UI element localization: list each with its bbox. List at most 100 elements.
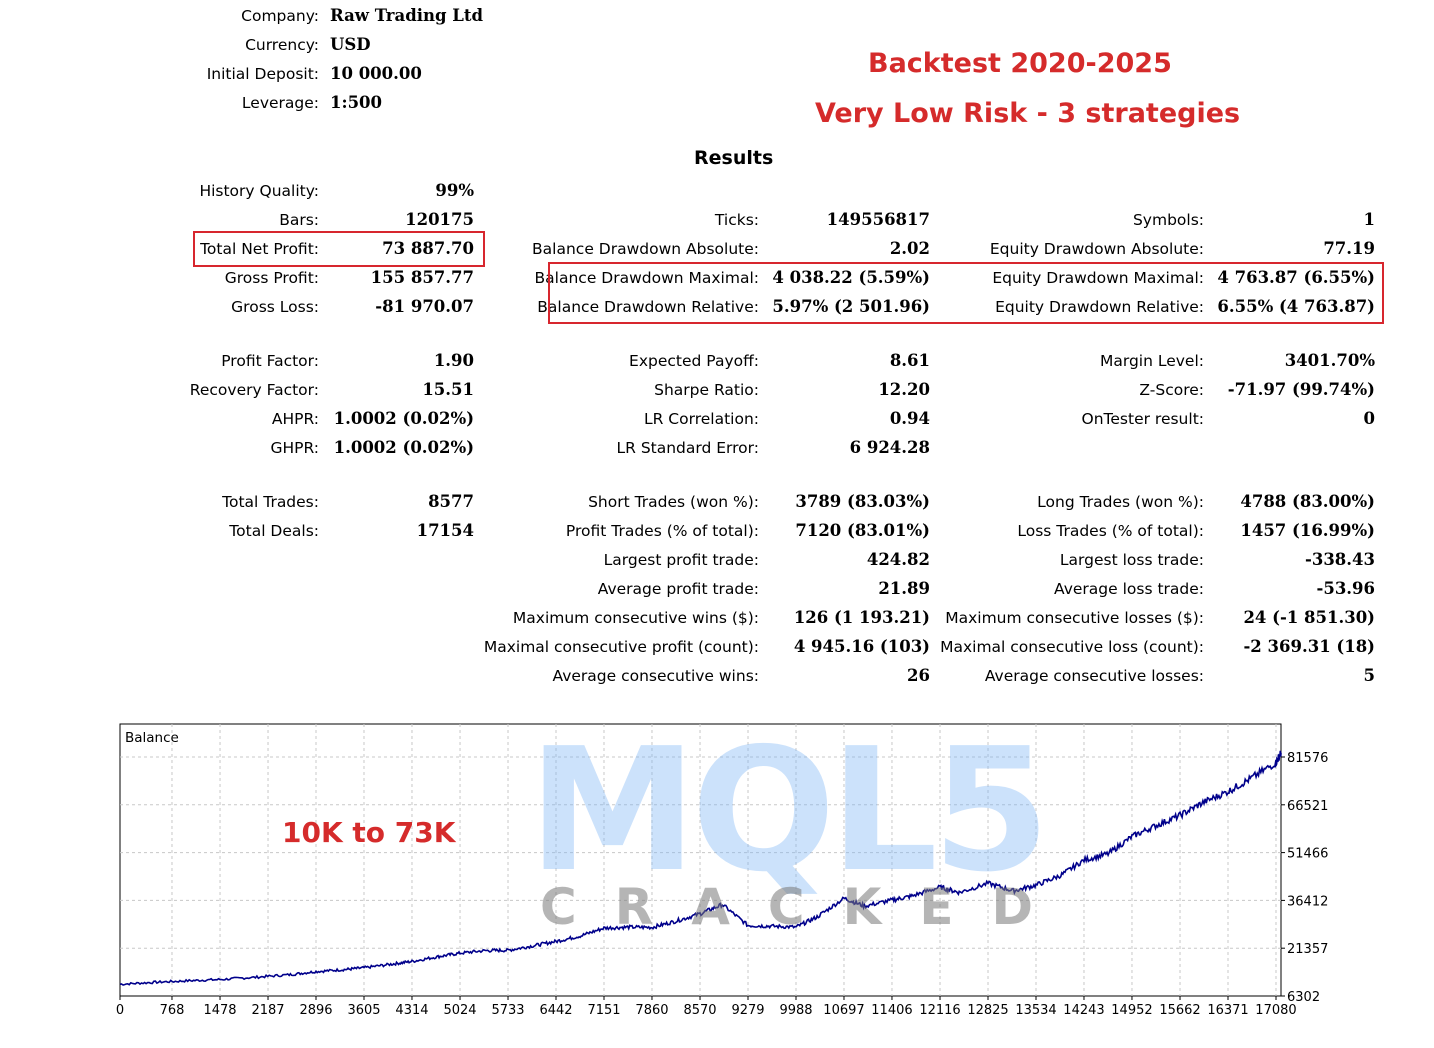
x-tick-label: 16371 [1207,1003,1248,1018]
x-tick-label: 15662 [1159,1003,1200,1018]
x-tick-label: 17080 [1255,1003,1296,1018]
stat-label-largest-loss-trade: Largest loss trade: [1059,551,1204,569]
stat-label-gross-loss: Gross Loss: [231,298,319,316]
stat-label-maximum-consecutive-wins: Maximum consecutive wins ($): [512,609,759,627]
stat-value-balance-drawdown-relative: 5.97% (2 501.96) [772,297,930,316]
x-tick-label: 2896 [299,1003,332,1018]
stat-value-long-trades-won: 4788 (83.00%) [1240,492,1375,511]
stat-label-lr-standard-error: LR Standard Error: [616,439,759,457]
stat-value-company: Raw Trading Ltd [330,6,484,25]
stat-value-symbols: 1 [1363,210,1375,229]
stat-label-average-consecutive-losses: Average consecutive losses: [984,667,1204,685]
stat-label-long-trades-won: Long Trades (won %): [1037,493,1204,511]
stat-label-sharpe-ratio: Sharpe Ratio: [654,381,759,399]
stat-value-recovery-factor: 15.51 [422,380,474,399]
stat-value-ontester-result: 0 [1363,409,1375,428]
stat-value-margin-level: 3401.70% [1284,351,1375,370]
x-tick-label: 4314 [395,1003,428,1018]
y-tick-label: 81576 [1287,751,1328,766]
drawdown-highlight-box [548,262,1384,324]
banner-subtitle: Very Low Risk - 3 strategies [815,98,1241,129]
x-tick-label: 1478 [203,1003,236,1018]
stat-value-ahpr: 1.0002 (0.02%) [333,409,474,428]
stat-value-profit-trades-of-total: 7120 (83.01%) [795,521,930,540]
x-tick-label: 5024 [443,1003,476,1018]
stat-value-z-score: -71.97 (99.74%) [1227,380,1375,399]
x-tick-label: 2187 [251,1003,284,1018]
chart-annotation: 10K to 73K [282,816,456,849]
y-tick-label: 51466 [1287,847,1328,862]
stat-label-total-net-profit: Total Net Profit: [200,240,319,258]
stat-label-z-score: Z-Score: [1139,381,1204,399]
stat-label-currency: Currency: [245,36,319,54]
stat-value-lr-correlation: 0.94 [889,409,930,428]
stat-label-lr-correlation: LR Correlation: [643,410,759,428]
y-tick-label: 36412 [1287,894,1328,909]
stat-label-margin-level: Margin Level: [1099,352,1204,370]
x-tick-label: 8570 [683,1003,716,1018]
stat-label-profit-trades-of-total: Profit Trades (% of total): [565,522,759,540]
stat-label-recovery-factor: Recovery Factor: [189,381,319,399]
net-profit-highlight-box [193,231,485,267]
stat-value-largest-profit-trade: 424.82 [866,550,930,569]
stat-label-ontester-result: OnTester result: [1081,410,1204,428]
chart-frame [119,723,1282,997]
stat-label-maximal-consecutive-loss-count: Maximal consecutive loss (count): [940,638,1204,656]
stat-value-currency: USD [330,35,371,54]
stat-label-balance-drawdown-absolute: Balance Drawdown Absolute: [532,240,759,258]
y-tick-label: 21357 [1287,942,1328,957]
x-tick-label: 9988 [779,1003,812,1018]
stat-value-average-consecutive-wins: 26 [907,666,930,685]
stat-label-ahpr: AHPR: [271,410,319,428]
stat-label-balance-drawdown-maximal: Balance Drawdown Maximal: [534,269,759,287]
stat-value-history-quality: 99% [435,181,474,200]
results-title: Results [694,147,774,169]
stat-value-total-deals: 17154 [416,521,474,540]
stat-label-bars: Bars: [279,211,319,229]
stat-value-equity-drawdown-relative: 6.55% (4 763.87) [1217,297,1375,316]
x-tick-label: 14952 [1111,1003,1152,1018]
chart-title: Balance [125,730,179,746]
stat-value-lr-standard-error: 6 924.28 [849,438,930,457]
x-tick-label: 768 [160,1003,185,1018]
stat-value-balance-drawdown-maximal: 4 038.22 (5.59%) [772,268,930,287]
stat-value-ticks: 149556817 [826,210,930,229]
x-tick-label: 11406 [871,1003,912,1018]
stat-value-average-consecutive-losses: 5 [1363,666,1375,685]
x-tick-label: 13534 [1015,1003,1056,1018]
stat-label-average-loss-trade: Average loss trade: [1054,580,1204,598]
stat-label-short-trades-won: Short Trades (won %): [588,493,759,511]
stat-value-maximal-consecutive-loss-count: -2 369.31 (18) [1243,637,1375,656]
stat-label-equity-drawdown-relative: Equity Drawdown Relative: [995,298,1204,316]
stat-label-equity-drawdown-absolute: Equity Drawdown Absolute: [989,240,1204,258]
stat-value-maximal-consecutive-profit-count: 4 945.16 (103) [793,637,930,656]
x-tick-label: 12825 [967,1003,1008,1018]
x-tick-label: 3605 [347,1003,380,1018]
stat-label-expected-payoff: Expected Payoff: [629,352,759,370]
x-tick-label: 9279 [731,1003,764,1018]
stat-value-bars: 120175 [405,210,474,229]
stat-label-symbols: Symbols: [1132,211,1204,229]
stat-value-average-profit-trade: 21.89 [878,579,930,598]
stat-label-equity-drawdown-maximal: Equity Drawdown Maximal: [992,269,1204,287]
banner-title: Backtest 2020-2025 [868,48,1172,79]
stat-label-average-consecutive-wins: Average consecutive wins: [552,667,760,685]
y-tick-label: 66521 [1287,799,1328,814]
stat-label-maximum-consecutive-losses: Maximum consecutive losses ($): [945,609,1204,627]
stat-value-total-trades: 8577 [428,492,474,511]
x-tick-label: 0 [116,1003,124,1018]
balance-series-line [119,750,1282,986]
x-tick-label: 5733 [491,1003,524,1018]
stat-label-ticks: Ticks: [714,211,759,229]
stat-label-ghpr: GHPR: [270,439,319,457]
stat-label-initial-deposit: Initial Deposit: [206,65,319,83]
x-tick-label: 14243 [1063,1003,1104,1018]
x-tick-label: 10697 [823,1003,864,1018]
stat-label-largest-profit-trade: Largest profit trade: [603,551,759,569]
x-tick-label: 6442 [539,1003,572,1018]
stat-value-equity-drawdown-maximal: 4 763.87 (6.55%) [1217,268,1375,287]
x-tick-label: 7860 [635,1003,668,1018]
stat-value-equity-drawdown-absolute: 77.19 [1323,239,1375,258]
stat-value-balance-drawdown-absolute: 2.02 [889,239,930,258]
